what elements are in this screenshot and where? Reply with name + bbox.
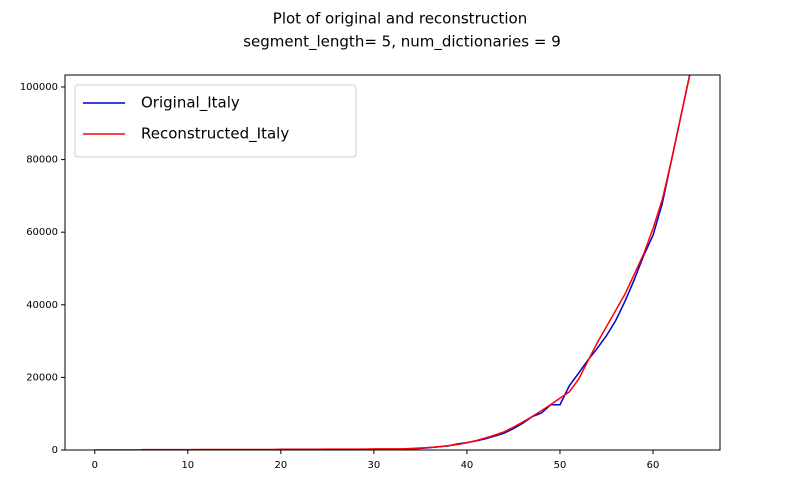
legend-label: Original_Italy [141,94,240,113]
x-tick-label: 60 [647,460,660,471]
chart-title: Plot of original and reconstruction [273,10,527,28]
y-tick-label: 0 [52,445,58,456]
y-tick-label: 100000 [20,82,58,93]
x-tick-label: 40 [461,460,474,471]
y-tick-label: 40000 [26,300,58,311]
legend-box [74,84,357,158]
y-tick-label: 60000 [26,227,58,238]
data-line [141,75,691,450]
y-tick-label: 80000 [26,155,58,166]
x-tick-label: 20 [274,460,287,471]
y-tick-label: 20000 [26,372,58,383]
chart-subtitle: segment_length= 5, num_dictionaries = 9 [243,33,561,52]
x-tick-label: 0 [92,460,98,471]
legend-label: Reconstructed_Italy [141,125,289,144]
x-tick-label: 10 [181,460,194,471]
x-tick-label: 50 [554,460,567,471]
x-tick-label: 30 [368,460,381,471]
axes-frame [64,74,721,451]
